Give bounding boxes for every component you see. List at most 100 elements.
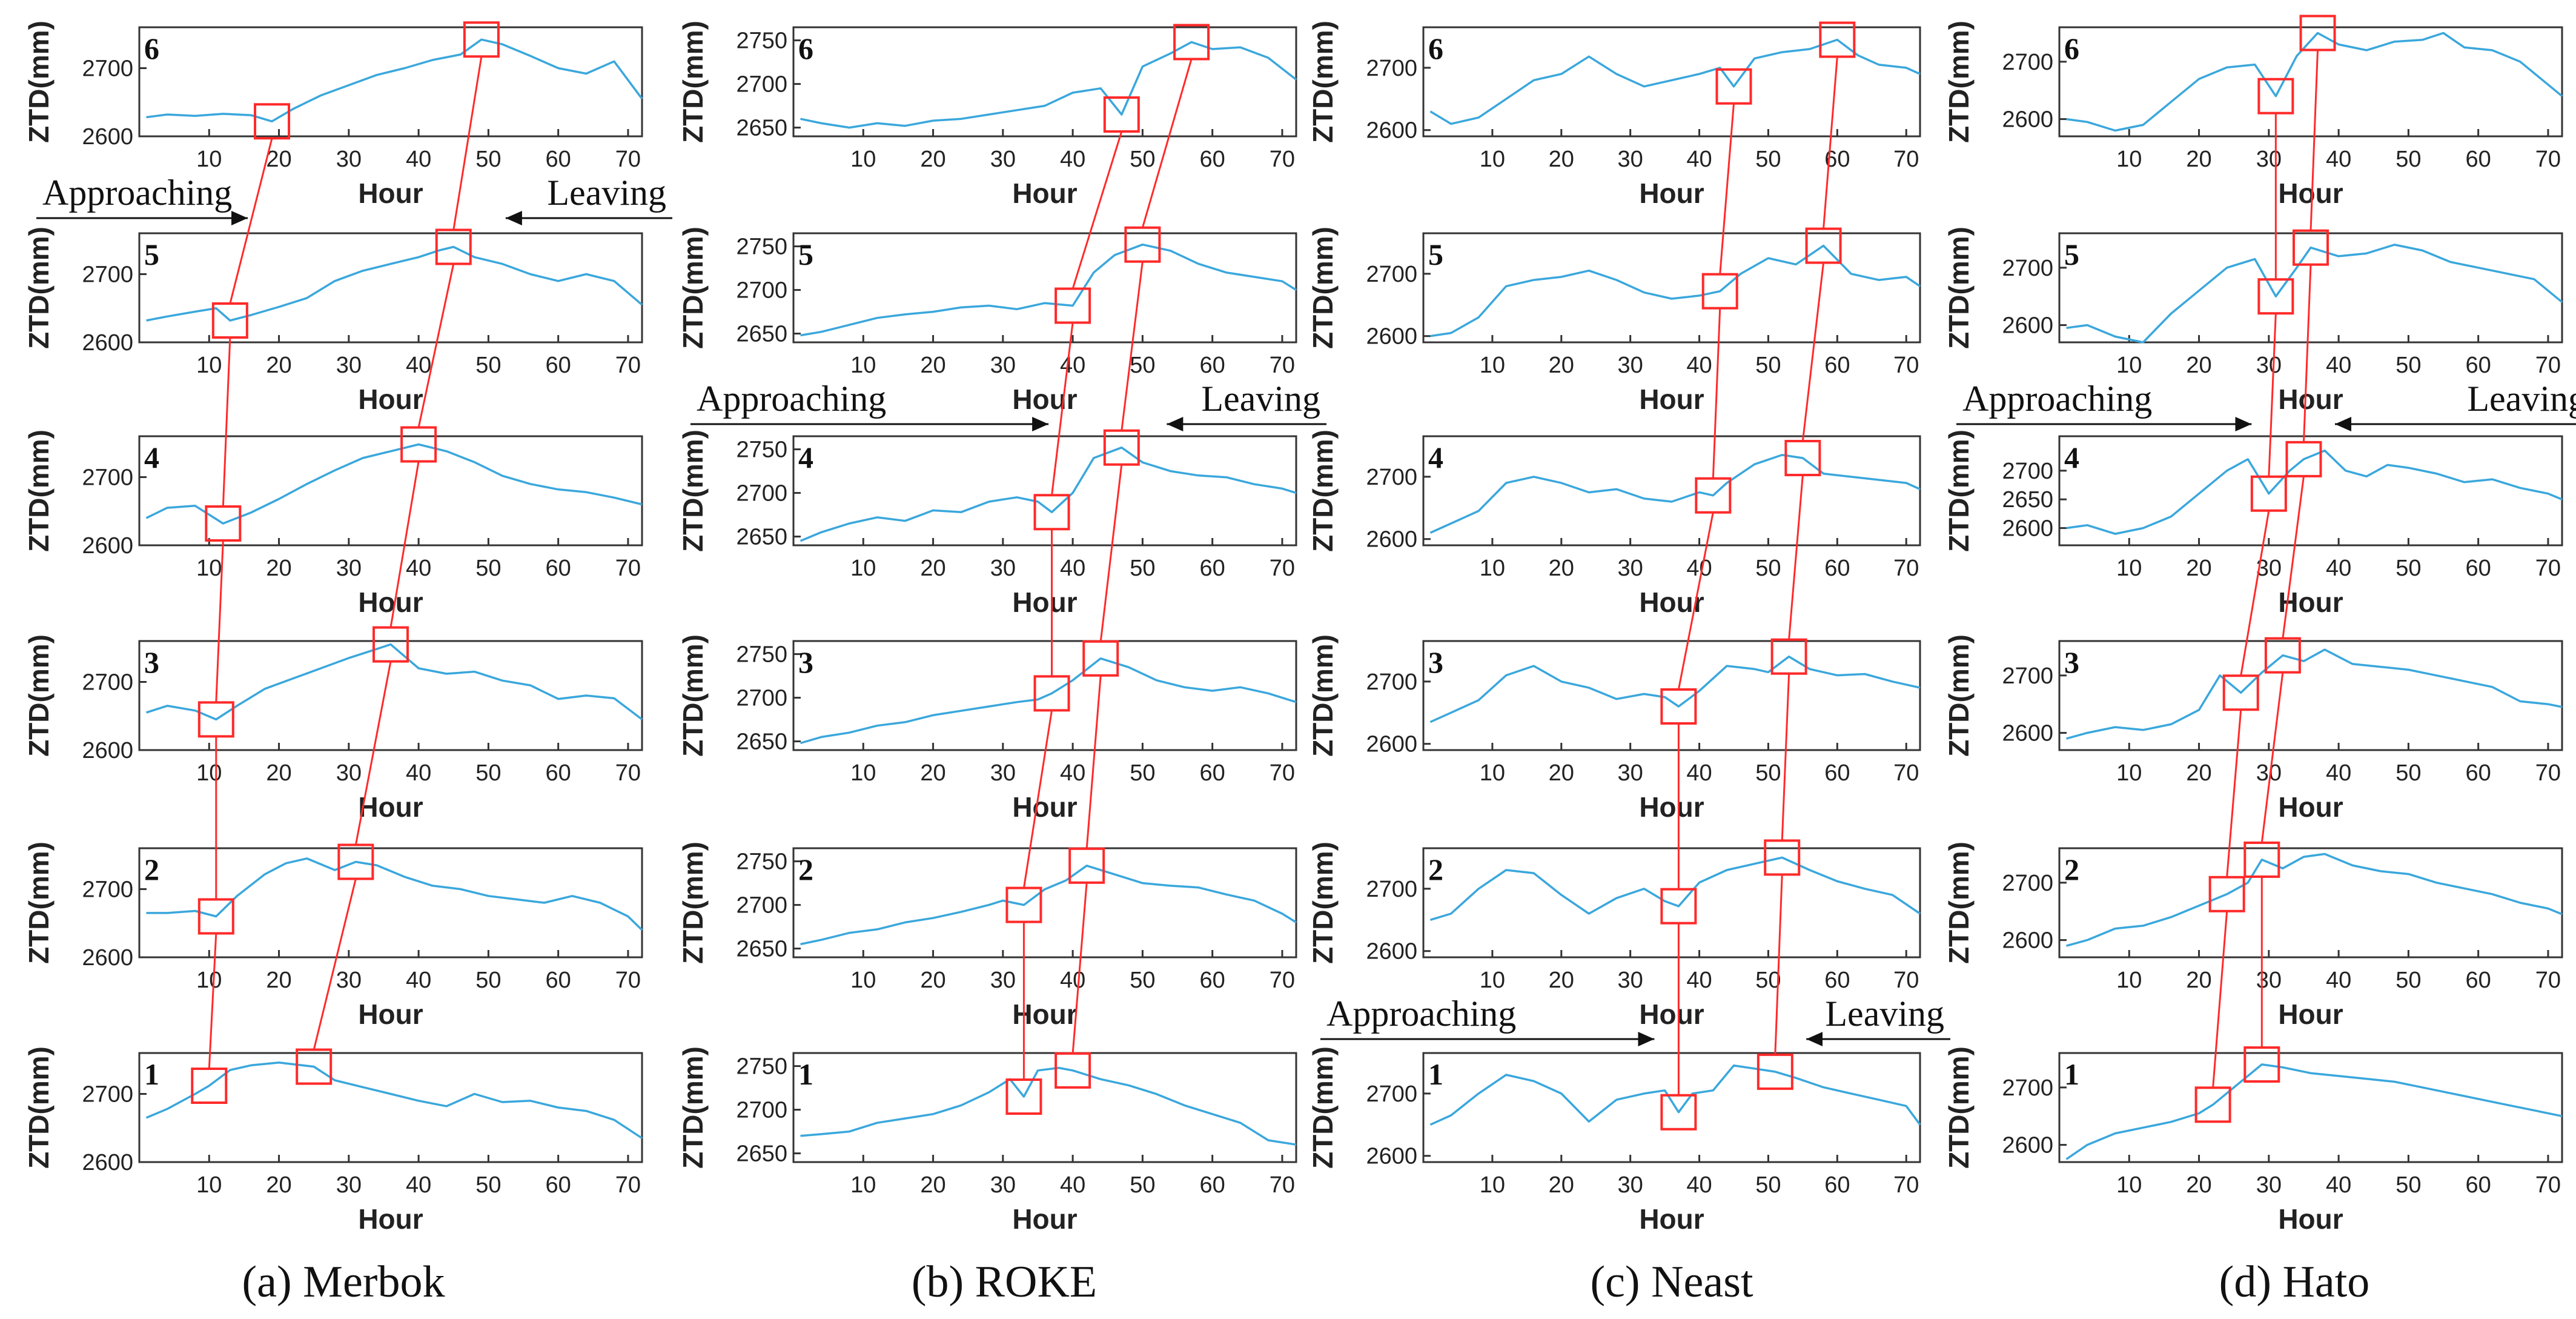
ztd-series-line <box>800 41 1297 129</box>
panel-3: 10 20 30 40 50 60 70 2600 2700 Hour ZTD(mm) 3 <box>1307 634 1921 823</box>
y-tick-label: 2700 <box>82 56 133 82</box>
panel-number: 4 <box>144 440 159 474</box>
panel-5: 10 20 30 40 50 60 70 2600 2700 Hour ZTD(mm) 5 <box>23 227 643 415</box>
y-axis-label: ZTD(mm) <box>1307 842 1339 964</box>
leaving-track-line <box>354 661 392 845</box>
plot-frame <box>792 435 1297 547</box>
x-axis-label: Hour <box>1639 586 1704 618</box>
x-tick-label: 10 <box>1480 147 1505 172</box>
leaving-track-line <box>1099 464 1123 642</box>
ztd-series-line <box>145 643 643 721</box>
y-tick-label: 2700 <box>736 72 787 98</box>
leaving-label: Leaving <box>547 173 666 213</box>
y-tick-label: 2700 <box>736 278 787 304</box>
x-tick-label: 20 <box>1549 353 1574 378</box>
leaving-track-line <box>1801 262 1825 442</box>
x-tick-label: 70 <box>615 760 641 786</box>
x-tick-label: 60 <box>1824 556 1850 581</box>
x-tick-label: 70 <box>2535 760 2561 786</box>
x-tick-label: 60 <box>546 353 571 378</box>
x-tick-label: 60 <box>2466 353 2491 378</box>
x-tick-label: 50 <box>1755 353 1781 378</box>
x-tick-label: 10 <box>850 556 876 581</box>
plot-frame <box>138 435 643 547</box>
y-tick-label: 2600 <box>1366 1144 1417 1169</box>
x-tick-label: 70 <box>615 968 641 993</box>
x-tick-label: 60 <box>546 556 571 581</box>
x-tick-label: 30 <box>1618 760 1643 786</box>
x-tick-label: 20 <box>1549 968 1574 993</box>
x-tick-label: 20 <box>1549 556 1574 581</box>
x-tick-label: 20 <box>266 760 291 786</box>
x-tick-label: 10 <box>1480 968 1505 993</box>
panel-6: 10 20 30 40 50 60 70 2600 2700 Hour ZTD(mm) 6 <box>1943 15 2563 209</box>
y-tick-label: 2700 <box>2002 256 2053 281</box>
x-tick-label: 70 <box>1270 353 1295 378</box>
y-axis-label: ZTD(mm) <box>1307 227 1339 349</box>
panel-4: 10 20 30 40 50 60 70 2600 2700 Hour ZTD(mm) 4 <box>1307 430 1921 618</box>
panel-1: 10 20 30 40 50 60 70 2650 2700 2750 Hour ZTD(mm) 1 <box>677 1046 1297 1235</box>
ztd-series-line <box>1429 454 1921 534</box>
leaving-track-line <box>1774 874 1783 1055</box>
y-tick-label: 2700 <box>82 877 133 903</box>
panel-number: 4 <box>1428 440 1443 474</box>
x-tick-label: 50 <box>475 353 501 378</box>
x-tick-label: 50 <box>1755 147 1781 172</box>
x-tick-label: 50 <box>2396 760 2421 786</box>
x-axis-label: Hour <box>1012 1203 1077 1235</box>
x-tick-label: 50 <box>2396 353 2421 378</box>
approach-track-line <box>229 138 273 304</box>
x-tick-label: 50 <box>1130 1172 1155 1198</box>
x-tick-label: 50 <box>2396 1172 2421 1198</box>
approach-track-line <box>222 337 231 507</box>
plot-frame <box>1422 435 1921 547</box>
approach-track-line <box>2240 510 2270 676</box>
x-tick-label: 70 <box>1893 968 1919 993</box>
x-tick-label: 30 <box>990 760 1016 786</box>
panel-2: 10 20 30 40 50 60 70 2600 2700 Hour ZTD(mm) 2 <box>23 842 643 1030</box>
x-tick-label: 40 <box>406 556 431 581</box>
y-tick-label: 2600 <box>1366 732 1417 757</box>
x-tick-label: 20 <box>2186 147 2211 172</box>
approaching-label: Approaching <box>42 173 232 213</box>
panel-1: 10 20 30 40 50 60 70 2600 2700 Hour ZTD(mm) 1 <box>1307 1046 1921 1235</box>
x-tick-label: 50 <box>1130 760 1155 786</box>
ztd-series-line <box>145 1062 643 1140</box>
y-tick-label: 2700 <box>736 1098 787 1123</box>
x-tick-label: 40 <box>1060 147 1085 172</box>
panel-number: 4 <box>2064 440 2079 474</box>
ztd-series-line <box>800 446 1297 542</box>
x-tick-label: 40 <box>2326 353 2351 378</box>
panel-number: 5 <box>1428 238 1443 271</box>
x-tick-label: 70 <box>2535 147 2561 172</box>
y-axis-label: ZTD(mm) <box>1943 842 1975 964</box>
plot-frame <box>1422 26 1921 138</box>
y-tick-label: 2750 <box>736 28 787 54</box>
x-tick-label: 60 <box>546 760 571 786</box>
subfigure-roke: (b) ROKE 10 20 30 40 50 60 70265027002750HourZ… <box>677 21 1326 1307</box>
x-tick-label: 20 <box>920 353 945 378</box>
panel-number: 1 <box>1428 1057 1443 1091</box>
plot-frame <box>2058 847 2563 959</box>
approach-track-line <box>1071 131 1123 289</box>
plot-frame <box>1422 1052 1921 1163</box>
y-axis-label: ZTD(mm) <box>1307 634 1339 757</box>
x-tick-label: 20 <box>266 1172 291 1198</box>
x-tick-label: 50 <box>475 760 501 786</box>
x-axis-label: Hour <box>358 384 423 415</box>
y-axis-label: ZTD(mm) <box>677 21 709 143</box>
x-tick-label: 60 <box>2466 968 2491 993</box>
y-axis-label: ZTD(mm) <box>23 21 55 143</box>
x-tick-label: 10 <box>196 353 222 378</box>
x-tick-label: 40 <box>1686 556 1712 581</box>
x-tick-label: 60 <box>2466 1172 2491 1198</box>
x-tick-label: 60 <box>1200 760 1225 786</box>
subfigure-neast: (c) Neast 10 20 30 40 50 60 70 2600 2700 Hour ZTD(… <box>1307 21 1950 1307</box>
leaving-track-line <box>2282 476 2305 639</box>
ztd-series-line <box>2066 244 2563 344</box>
approach-track-line <box>1712 308 1721 479</box>
x-tick-label: 20 <box>266 147 291 172</box>
approach-leave-annotation: Approaching Leaving <box>1320 994 1950 1046</box>
